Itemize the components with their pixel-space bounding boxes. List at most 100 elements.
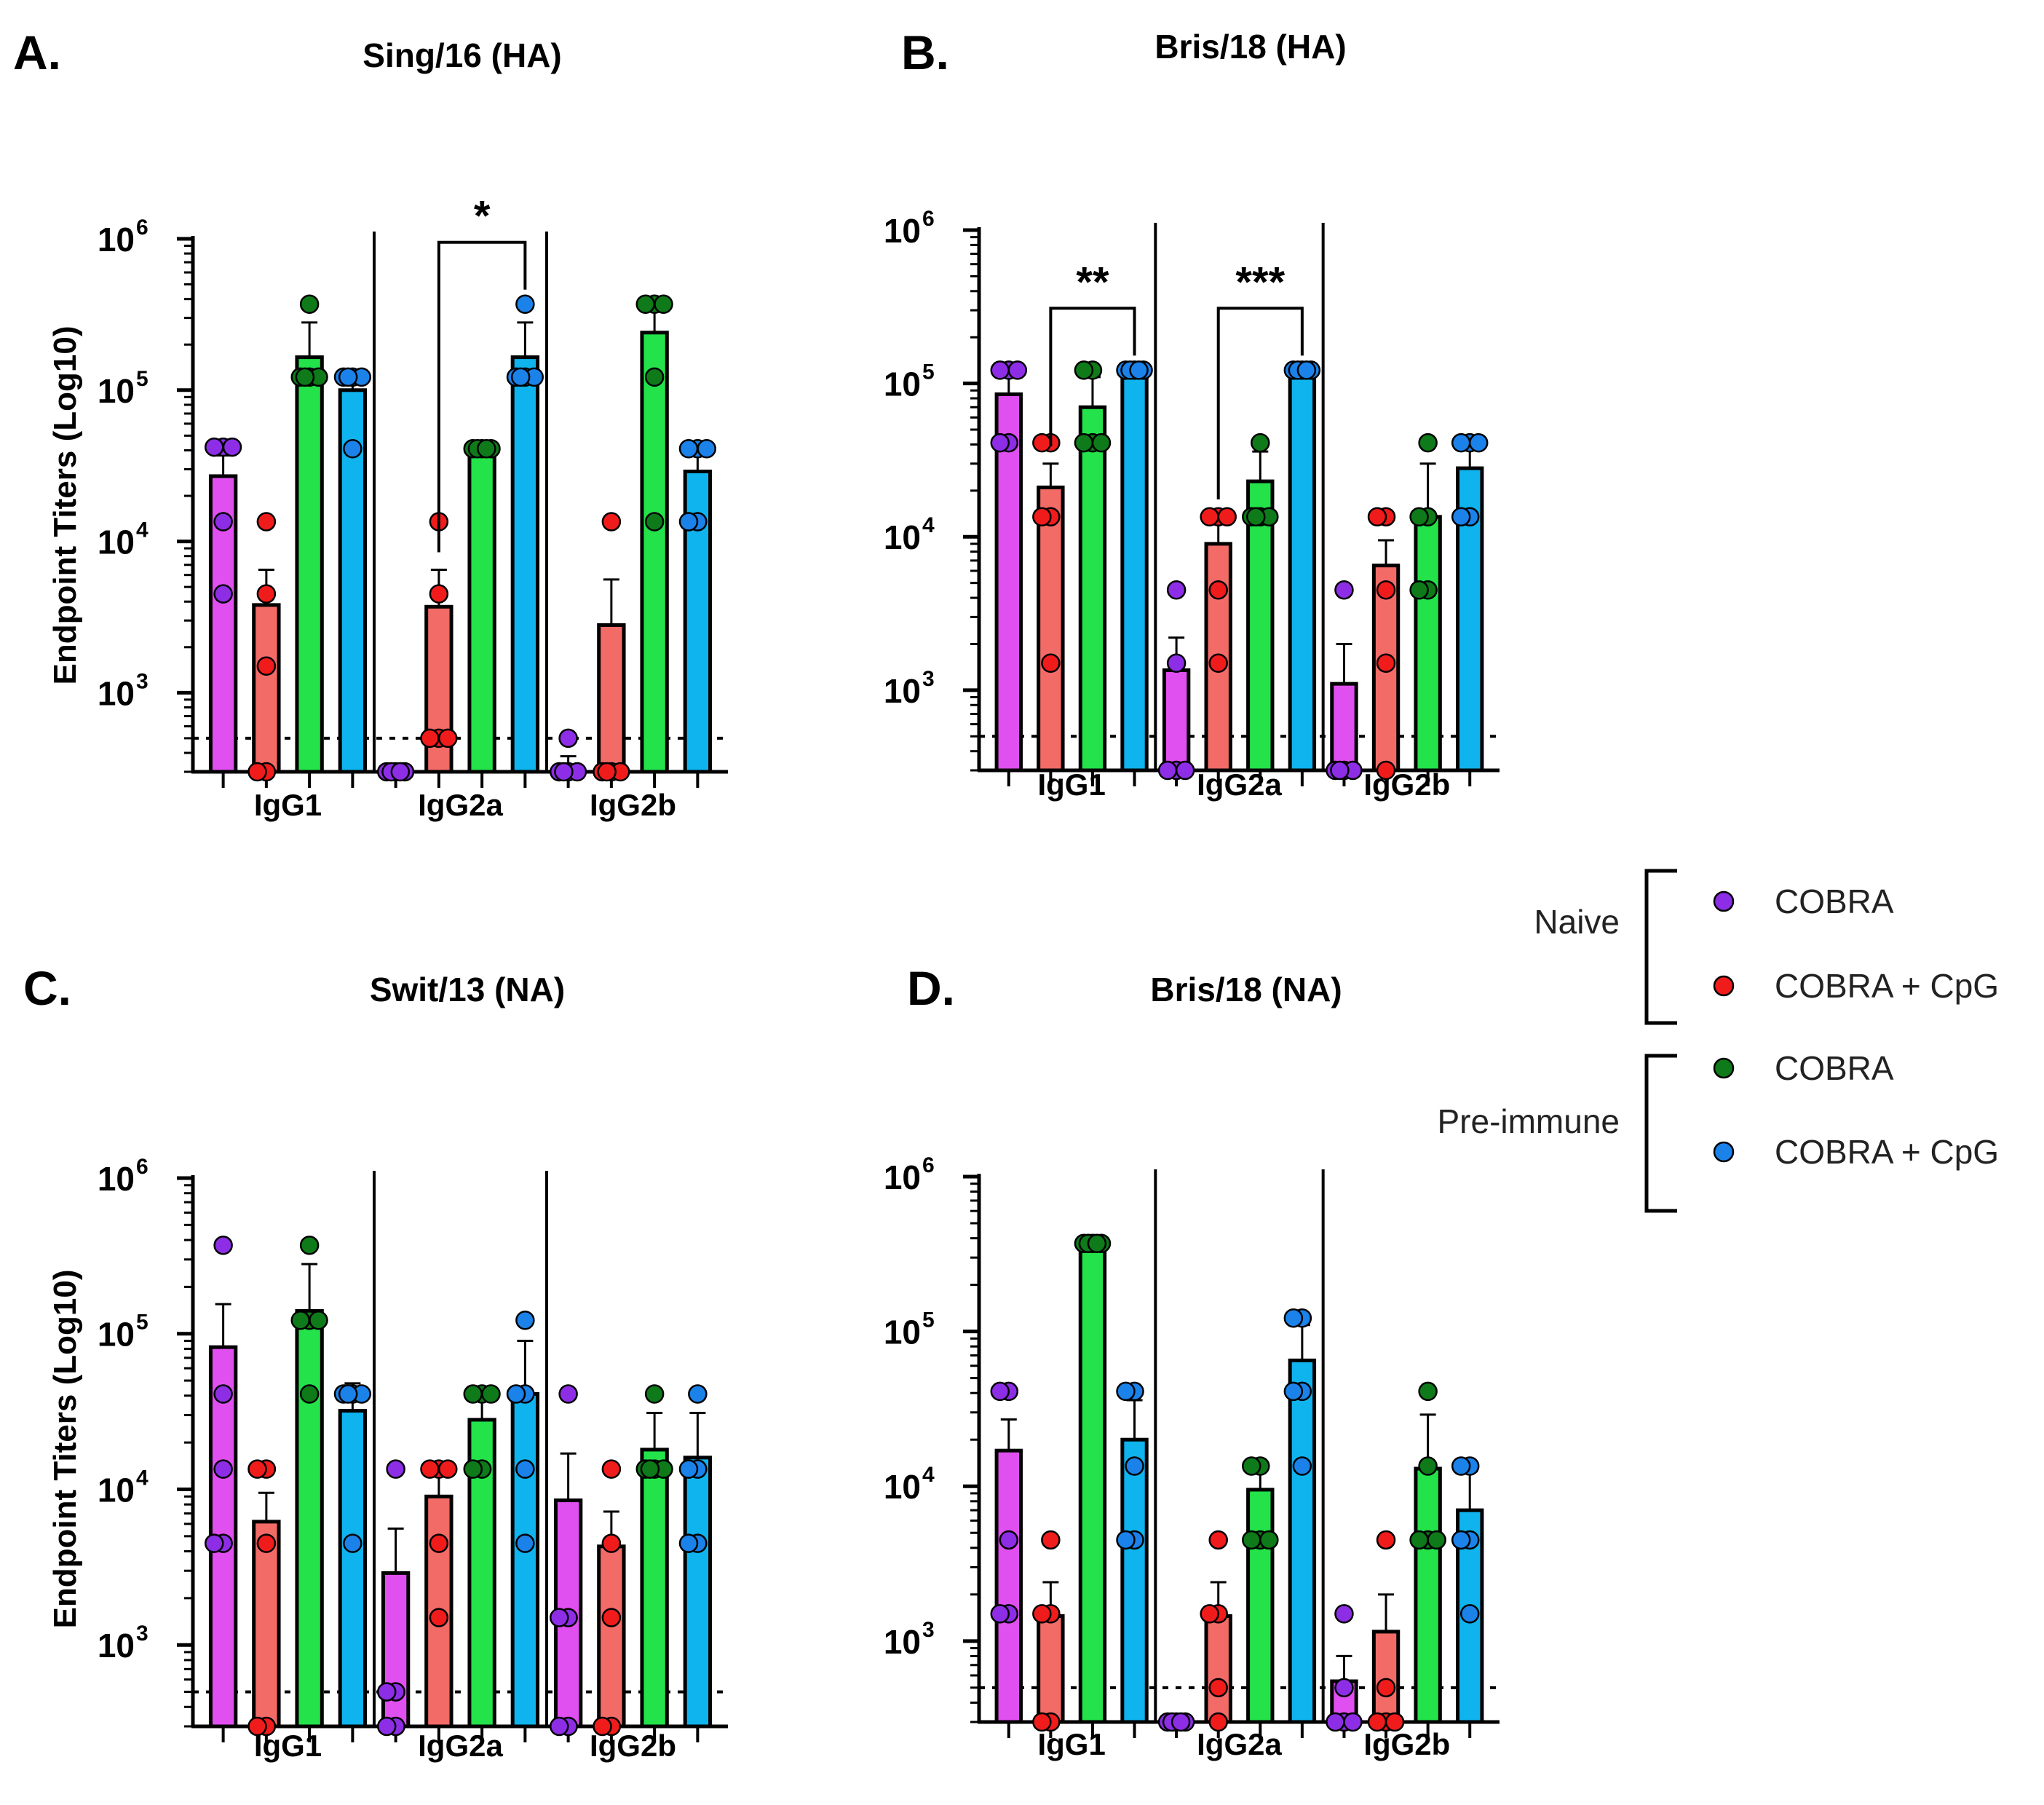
data-point [1409, 1530, 1429, 1550]
y-tick-label: 10 [98, 1316, 135, 1354]
y-tick-label: 10 [98, 1471, 135, 1509]
panel-c: C. Swit/13 (NA)Endpoint Titers (Log10)10 3… [23, 961, 728, 1763]
bar [295, 355, 324, 774]
y-tick-exponent: 3 [922, 667, 935, 691]
y-tick-exponent: 5 [136, 1311, 148, 1335]
data-point [1175, 760, 1195, 781]
legend-entry-label: COBRA [1775, 1049, 1894, 1087]
data-point [990, 433, 1010, 453]
data-point [437, 728, 458, 749]
legend-brace [1644, 869, 1677, 1025]
data-point [1418, 433, 1438, 453]
data-point [1200, 1604, 1219, 1624]
data-point [999, 1530, 1019, 1550]
y-tick-label: 10 [884, 518, 921, 556]
data-point [510, 367, 531, 387]
bar [510, 1392, 540, 1729]
category-label: IgG2b [1363, 767, 1450, 802]
data-point [1208, 1530, 1228, 1550]
y-tick-label: 10 [98, 1627, 135, 1664]
data-point [1376, 1530, 1396, 1550]
legend: Naive COBRA COBRA + CpG Pre-immune COBRA COBR… [1437, 869, 1999, 1213]
panel-title: Bris/18 (HA) [1154, 28, 1346, 66]
data-point [640, 1459, 660, 1479]
data-point [1170, 1712, 1191, 1732]
y-tick-label: 10 [98, 524, 135, 561]
data-point [1283, 1308, 1304, 1328]
data-point [644, 512, 665, 532]
data-point [1451, 507, 1471, 527]
data-point [1242, 1530, 1261, 1550]
data-point [247, 762, 267, 782]
data-point [1074, 433, 1094, 453]
y-tick-label: 10 [884, 366, 921, 403]
data-point [205, 437, 224, 457]
bar [381, 1571, 411, 1729]
legend-entry-label: COBRA [1775, 882, 1894, 920]
bar [597, 623, 626, 774]
data-point [601, 1608, 622, 1627]
category-label: IgG2a [418, 1729, 503, 1763]
data-point [295, 367, 315, 387]
bar [1330, 682, 1358, 773]
data-point [1451, 1530, 1471, 1550]
data-point [1451, 433, 1471, 453]
data-point [213, 512, 233, 532]
data-point [338, 367, 358, 387]
data-point [1451, 1456, 1471, 1476]
data-point [515, 1533, 535, 1553]
legend-group-label: Naive [1534, 903, 1620, 941]
data-point [1468, 433, 1489, 453]
data-point [644, 367, 665, 387]
data-point [1376, 760, 1396, 781]
y-tick-exponent: 5 [136, 367, 148, 391]
data-point [429, 1608, 449, 1627]
y-tick-exponent: 6 [136, 1155, 148, 1179]
data-point [1125, 1456, 1144, 1476]
data-point [1116, 1381, 1136, 1402]
data-point [1032, 1604, 1052, 1624]
y-tick-exponent: 3 [136, 1622, 148, 1646]
data-point [1246, 507, 1266, 527]
data-point [213, 1236, 233, 1255]
y-tick-label: 10 [884, 1468, 921, 1506]
y-tick-exponent: 6 [922, 207, 935, 231]
data-point [1208, 580, 1228, 600]
data-point [299, 1236, 320, 1255]
panel-letter: D. [907, 961, 955, 1015]
data-point [688, 1384, 708, 1404]
data-point [550, 1716, 569, 1737]
bar [252, 603, 281, 774]
data-point [1409, 507, 1429, 527]
data-point [205, 1533, 224, 1553]
bar [1204, 1614, 1232, 1724]
bar [994, 1448, 1023, 1724]
y-tick-exponent: 6 [136, 216, 148, 240]
data-point [377, 1682, 397, 1702]
data-point [1427, 1530, 1446, 1550]
data-point [1116, 1530, 1136, 1550]
y-tick-label: 10 [98, 674, 135, 712]
data-point [1091, 433, 1112, 453]
bar [295, 1309, 324, 1729]
bar [1246, 1488, 1275, 1724]
bar [640, 331, 669, 774]
bar [1037, 485, 1065, 773]
data-point [1251, 433, 1270, 453]
panel-letter: A. [13, 25, 61, 79]
y-axis-label: Endpoint Titers (Log10) [47, 326, 83, 685]
bar [1371, 1630, 1401, 1724]
panels: A. Sing/16 (HA)Endpoint Titers (Log10)10 3… [13, 25, 1500, 1763]
data-point [1087, 1233, 1107, 1254]
data-point [1376, 1678, 1396, 1698]
y-tick-label: 10 [884, 212, 921, 250]
significance-label: * [474, 193, 491, 240]
data-point [1296, 360, 1317, 380]
data-point [463, 1384, 483, 1404]
data-point [213, 1459, 233, 1479]
data-point [654, 294, 673, 314]
y-tick-exponent: 4 [922, 1463, 935, 1487]
legend-marker [1713, 1057, 1735, 1079]
